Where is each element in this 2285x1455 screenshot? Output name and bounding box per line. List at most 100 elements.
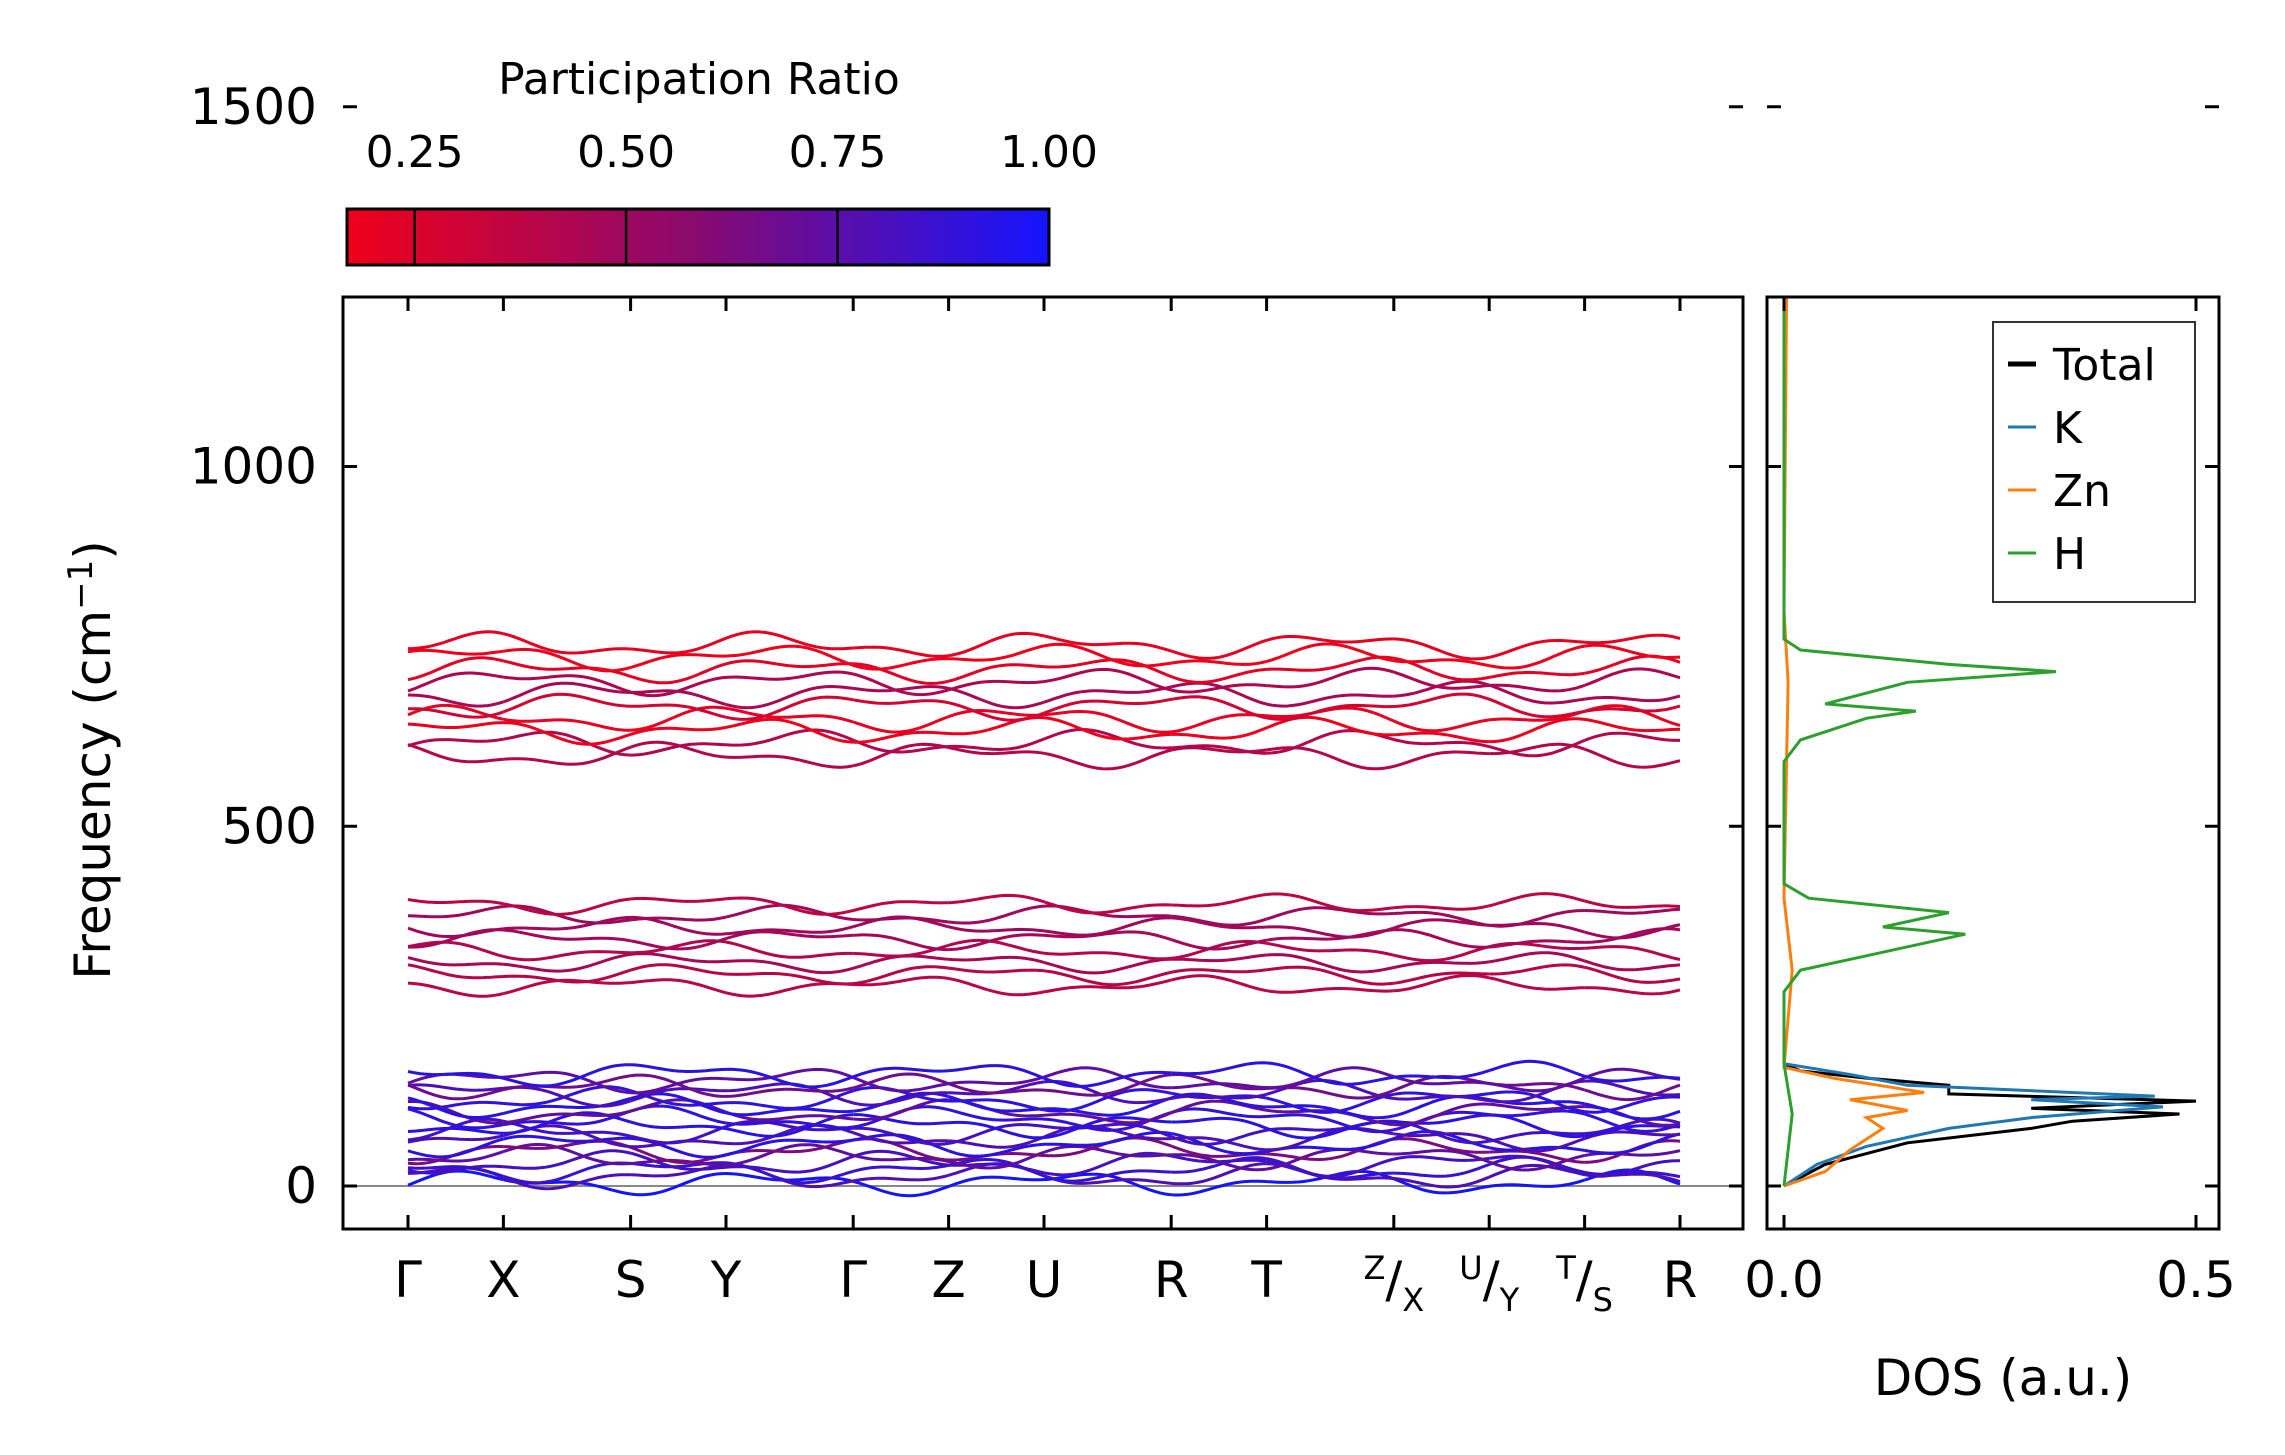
band-line [1489,909,1585,928]
band-line [853,965,949,986]
band-line [725,644,854,667]
band-line [1393,910,1490,927]
band-line [725,1086,854,1098]
band-line [1488,892,1585,908]
band-line [630,1125,727,1145]
band-line [1488,1178,1586,1188]
band-line [1584,1170,1681,1179]
band-line [1584,907,1681,915]
band-line [1171,1153,1267,1172]
band-line [1393,1075,1490,1086]
band-line [948,708,1045,719]
band-line [1393,1155,1490,1162]
kpoint-main: Γ [394,1251,422,1309]
band-line [1266,1157,1395,1178]
band-line [725,982,854,998]
band-line [630,915,727,922]
band-line [1044,49,1171,64]
band-line [1488,639,1585,659]
band-line [1489,1154,1585,1177]
band-line [407,721,504,729]
band-line [631,114,726,125]
band-line [1266,928,1394,942]
band-line [408,630,504,651]
colorbar-tick-label: 0.50 [577,127,675,178]
band-line [407,1134,504,1144]
band-line [1171,43,1266,50]
band-line [408,93,503,104]
band-line [1267,92,1394,102]
band-line [725,925,854,936]
band-line [725,959,854,975]
band-line [407,1100,504,1111]
kpoint-label: T/S [1555,1249,1613,1319]
band-line [1171,1156,1267,1174]
band-line [1043,1169,1172,1183]
band-line [725,1067,854,1089]
band-line [1266,655,1394,672]
band-line [1394,51,1489,54]
band-line [1394,66,1489,71]
band-line [1584,986,1681,996]
band-line [1489,963,1585,976]
dos-line-total [1783,1062,2197,1188]
band-line [630,662,727,685]
band-line [1584,1132,1681,1155]
band-line [1266,1137,1395,1153]
band-line [852,715,950,734]
band-line [1584,633,1681,645]
band-line [948,933,1045,952]
band-line [503,1109,632,1127]
dos-axes-frame [1765,295,2221,1231]
band-line [1171,1179,1267,1197]
band-line [853,685,949,693]
band-line [1584,1095,1681,1114]
band-line [1171,1162,1267,1186]
band-line [1267,111,1394,121]
band-line [407,648,504,656]
kpoint-sup: U [1459,1249,1482,1287]
band-line [1393,1175,1490,1189]
band-line [1171,1136,1267,1152]
band-line [1584,717,1681,733]
band-line [852,1091,949,1107]
band-line [1043,957,1172,975]
band-line [1043,1151,1172,1177]
band-line [1394,46,1489,56]
kpoint-sup: T [1555,1249,1576,1287]
band-line [725,972,854,986]
band-line [949,62,1044,71]
band-line [949,89,1044,103]
band-line [853,1126,949,1146]
band-line [1266,642,1395,663]
band-line [407,1137,504,1159]
band-line [1393,718,1490,733]
band-line [1584,945,1681,961]
colorbar-tick-label: 1.00 [1000,127,1098,178]
band-line [853,1113,949,1126]
band-line [948,716,1045,736]
band-line [503,1134,631,1143]
band-line [1489,71,1584,85]
band-line [725,1067,854,1082]
band-line [1489,742,1586,756]
band-line [948,701,1045,722]
band-line [1170,968,1267,974]
band-line [852,1149,949,1167]
band-line [1266,1066,1395,1090]
band-line [1266,635,1394,644]
band-line [1394,78,1489,90]
band-line [407,1096,504,1120]
band-line [1043,716,1172,741]
band-lines [407,43,1681,1198]
band-line [1043,900,1172,915]
band-line [407,940,504,958]
band-line [502,1143,631,1166]
band-line [1584,1112,1681,1133]
band-line [630,1098,727,1114]
band-line [1584,1079,1681,1097]
band-line [1393,658,1490,668]
band-line [948,1095,1045,1113]
band-line [1489,53,1584,65]
band-line [948,737,1045,752]
